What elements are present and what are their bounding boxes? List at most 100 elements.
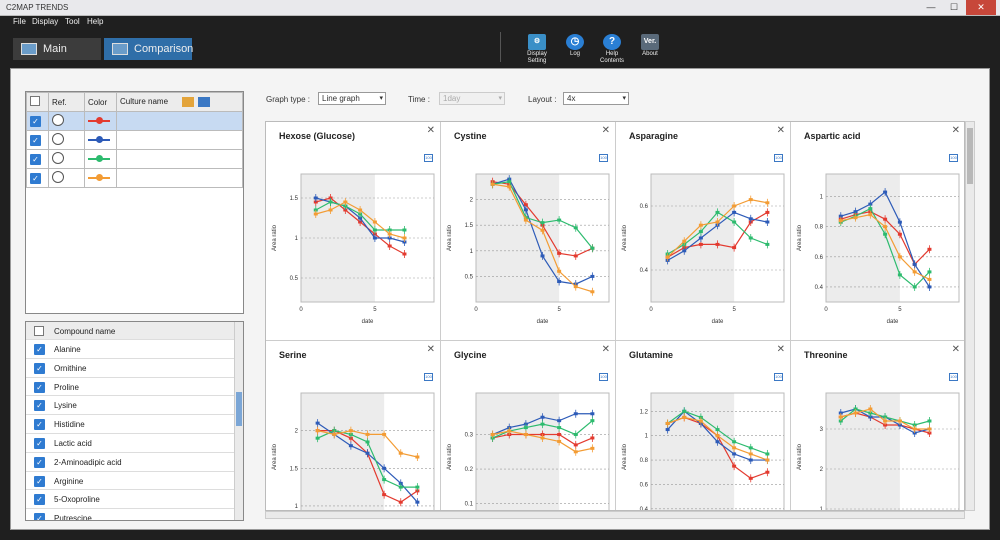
close-graph-icon[interactable]: ✕: [776, 125, 785, 136]
compound-list-item[interactable]: ✓ Proline: [26, 378, 243, 397]
data-point: [348, 444, 353, 448]
compound-list-scrollbar[interactable]: [234, 322, 243, 520]
culture-name-cell[interactable]: [116, 168, 243, 188]
close-graph-icon[interactable]: ✕: [951, 344, 960, 355]
compound-list-item[interactable]: ✓ Putrescine: [26, 509, 243, 520]
select-all-compounds-checkbox[interactable]: [34, 326, 44, 336]
compound-list-item[interactable]: ✓ Lactic acid: [26, 434, 243, 453]
minimize-button[interactable]: —: [926, 2, 936, 12]
data-point: [665, 428, 670, 432]
compound-checkbox[interactable]: ✓: [34, 400, 45, 412]
compound-list-item[interactable]: ✓ Alanine: [26, 340, 243, 359]
culture-color-swatch[interactable]: [88, 117, 110, 125]
compound-checkbox[interactable]: ✓: [34, 437, 45, 449]
culture-checkbox[interactable]: ✓: [30, 134, 41, 146]
y-tick-label: 1: [295, 236, 299, 242]
compound-checkbox[interactable]: ✓: [34, 362, 45, 374]
culture-checkbox[interactable]: ✓: [30, 115, 41, 127]
culture-color-swatch[interactable]: [88, 136, 110, 144]
close-graph-icon[interactable]: ✕: [426, 125, 435, 136]
graph-panel[interactable]: 0.1 0.2 0.3 Area ratio Glycine ✕ 100: [441, 341, 616, 510]
culture-checkbox[interactable]: ✓: [30, 172, 41, 184]
graph-grid-vertical-scrollbar[interactable]: [965, 121, 975, 511]
help-contents-button[interactable]: ? Help Contents: [597, 34, 627, 65]
zoom-100-icon[interactable]: 100: [949, 373, 958, 381]
compound-list-item[interactable]: ✓ Arginine: [26, 472, 243, 491]
data-point: [573, 443, 578, 447]
zoom-100-icon[interactable]: 100: [599, 154, 608, 162]
ref-radio[interactable]: [52, 114, 64, 126]
menu-file[interactable]: File: [13, 17, 26, 26]
culture-row[interactable]: ✓: [26, 130, 243, 150]
compound-name: Lysine: [54, 401, 77, 411]
zoom-100-icon[interactable]: 100: [949, 154, 958, 162]
ref-radio[interactable]: [52, 171, 64, 183]
data-point: [328, 208, 333, 212]
zoom-100-icon[interactable]: 100: [424, 154, 433, 162]
about-button[interactable]: Ver. About: [635, 34, 665, 58]
menu-tool[interactable]: Tool: [65, 17, 80, 26]
graph-type-select[interactable]: Line graph ▾: [318, 92, 386, 105]
graph-panel[interactable]: 0.5 1 1.5 2 0 5 Area ratio date Cystine ✕ 100: [441, 122, 616, 341]
import-icon[interactable]: [198, 97, 211, 107]
compound-list-item[interactable]: ✓ Histidine: [26, 415, 243, 434]
data-point: [748, 458, 753, 462]
compound-list-item[interactable]: ✓ 5-Oxoproline: [26, 490, 243, 510]
ref-radio[interactable]: [52, 133, 64, 145]
compound-checkbox[interactable]: ✓: [34, 344, 45, 355]
compound-checkbox[interactable]: ✓: [34, 419, 45, 431]
log-button[interactable]: ◷ Log: [560, 34, 590, 58]
compound-list-item[interactable]: ✓ Ornithine: [26, 359, 243, 378]
compound-list-scroll-thumb[interactable]: [236, 392, 242, 426]
graph-panel[interactable]: 1 1.5 2 Area ratio Serine ✕ 100: [266, 341, 441, 510]
display-setting-button[interactable]: ⚙ Display Setting: [522, 34, 552, 65]
time-select[interactable]: 1day ▾: [439, 92, 505, 105]
graph-panel[interactable]: 1 2 3 Area ratio Threonine ✕ 100: [791, 341, 964, 510]
y-tick-label: 0.5: [290, 276, 299, 282]
zoom-100-icon[interactable]: 100: [599, 373, 608, 381]
data-point: [897, 220, 902, 224]
close-graph-icon[interactable]: ✕: [601, 125, 610, 136]
menu-display[interactable]: Display: [32, 17, 59, 26]
graph-panel[interactable]: 0.4 0.6 0.8 1 0 5 Area ratio date Aspartic acid ✕…: [791, 122, 964, 341]
compound-checkbox[interactable]: ✓: [34, 475, 45, 487]
compound-checkbox[interactable]: ✓: [34, 513, 45, 520]
compound-list-item[interactable]: ✓ Lysine: [26, 396, 243, 416]
open-folder-icon[interactable]: [182, 97, 195, 107]
tab-main[interactable]: Main: [13, 38, 101, 60]
culture-row[interactable]: ✓: [26, 149, 243, 169]
culture-name-cell[interactable]: [116, 111, 243, 131]
close-graph-icon[interactable]: ✕: [951, 125, 960, 136]
close-graph-icon[interactable]: ✕: [601, 344, 610, 355]
culture-row[interactable]: ✓: [26, 168, 243, 188]
zoom-100-icon[interactable]: 100: [774, 154, 783, 162]
plot-shaded-region: [826, 174, 900, 302]
culture-color-swatch[interactable]: [88, 155, 110, 163]
data-point: [698, 419, 703, 423]
culture-name-cell[interactable]: [116, 149, 243, 169]
graph-panel[interactable]: 0.4 0.6 0 5 Area ratio date Asparagine ✕ 100: [616, 122, 791, 341]
graph-panel[interactable]: 0.5 1 1.5 0 5 Area ratio date Hexose (Glucose) ✕…: [266, 122, 441, 341]
tab-comparison[interactable]: Comparison: [104, 38, 193, 60]
compound-checkbox[interactable]: ✓: [34, 381, 45, 393]
compound-list-item[interactable]: ✓ 2-Aminoadipic acid: [26, 453, 243, 472]
zoom-100-icon[interactable]: 100: [774, 373, 783, 381]
culture-color-swatch[interactable]: [88, 174, 110, 182]
culture-checkbox[interactable]: ✓: [30, 153, 41, 165]
culture-row[interactable]: ✓: [26, 111, 243, 131]
graph-grid-horizontal-scrollbar[interactable]: [265, 511, 965, 519]
maximize-button[interactable]: ☐: [949, 2, 959, 12]
compound-checkbox[interactable]: ✓: [34, 494, 45, 506]
close-graph-icon[interactable]: ✕: [426, 344, 435, 355]
close-window-button[interactable]: ✕: [966, 0, 996, 15]
ref-radio[interactable]: [52, 152, 64, 164]
close-graph-icon[interactable]: ✕: [776, 344, 785, 355]
select-all-checkbox[interactable]: [30, 96, 40, 106]
graph-panel[interactable]: 0.4 0.6 0.8 1 1.2 Area ratio Glutamine ✕ 100: [616, 341, 791, 510]
graph-grid-scroll-thumb[interactable]: [967, 128, 973, 184]
culture-name-cell[interactable]: [116, 130, 243, 150]
layout-select[interactable]: 4x ▾: [563, 92, 629, 105]
menu-help[interactable]: Help: [87, 17, 104, 26]
zoom-100-icon[interactable]: 100: [424, 373, 433, 381]
compound-checkbox[interactable]: ✓: [34, 456, 45, 468]
